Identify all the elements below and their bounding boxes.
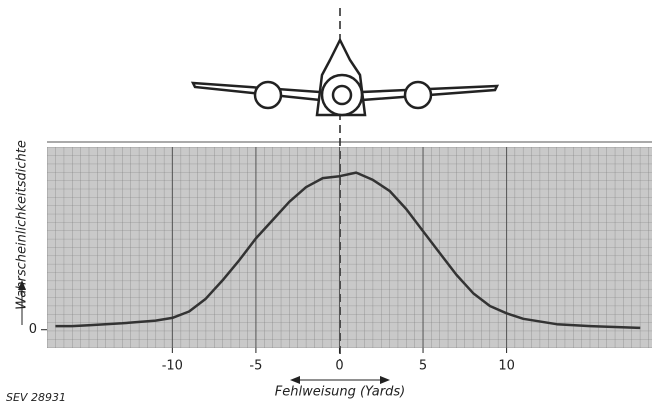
aircraft [190, 37, 500, 117]
y-axis-label: Wahrscheinlichkeitsdichte [15, 140, 30, 310]
x-axis-label: Fehlweisung (Yards) [275, 385, 405, 400]
x-tick-label: 10 [498, 359, 515, 374]
y-tick-label: 0 [29, 322, 37, 337]
x-arrow-heads [290, 376, 390, 384]
x-tick-label: -5 [249, 359, 262, 374]
x-tick-label: -10 [162, 359, 183, 374]
source-note: SEV 28931 [6, 391, 66, 404]
x-tick-label: 5 [419, 359, 427, 374]
density-curve [55, 171, 641, 330]
minor-grid [47, 147, 652, 348]
x-tick-label: 0 [335, 359, 343, 374]
y-arrow-head [18, 280, 26, 290]
